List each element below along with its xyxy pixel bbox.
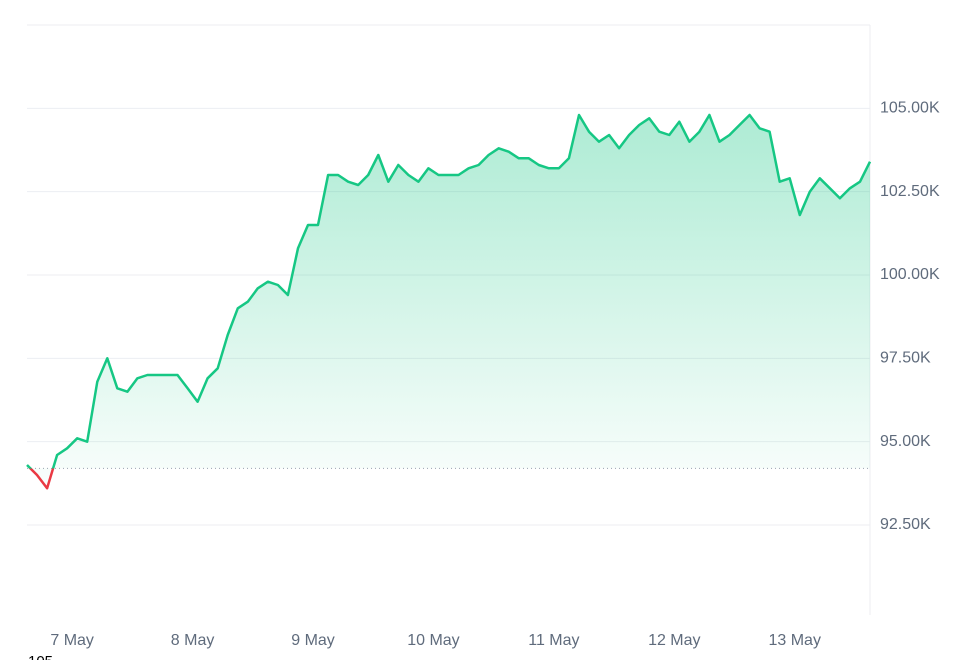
- price-line: [26, 113, 872, 490]
- area: [27, 115, 870, 489]
- y-tick-label: 102.50K: [880, 183, 940, 200]
- footer-text: 105: [28, 653, 53, 660]
- y-tick-label: 97.50K: [880, 350, 931, 367]
- x-tick-label: 10 May: [407, 632, 459, 649]
- x-tick-label: 9 May: [291, 632, 335, 649]
- y-tick-label: 92.50K: [880, 516, 931, 533]
- y-tick-label: 105.00K: [880, 100, 940, 117]
- y-tick-label: 100.00K: [880, 266, 940, 283]
- x-tick-label: 13 May: [768, 632, 820, 649]
- x-tick-label: 8 May: [171, 632, 215, 649]
- x-tick-label: 11 May: [528, 632, 579, 649]
- x-tick-label: 12 May: [648, 632, 700, 649]
- x-tick-label: 7 May: [50, 632, 94, 649]
- y-tick-label: 95.00K: [880, 433, 931, 450]
